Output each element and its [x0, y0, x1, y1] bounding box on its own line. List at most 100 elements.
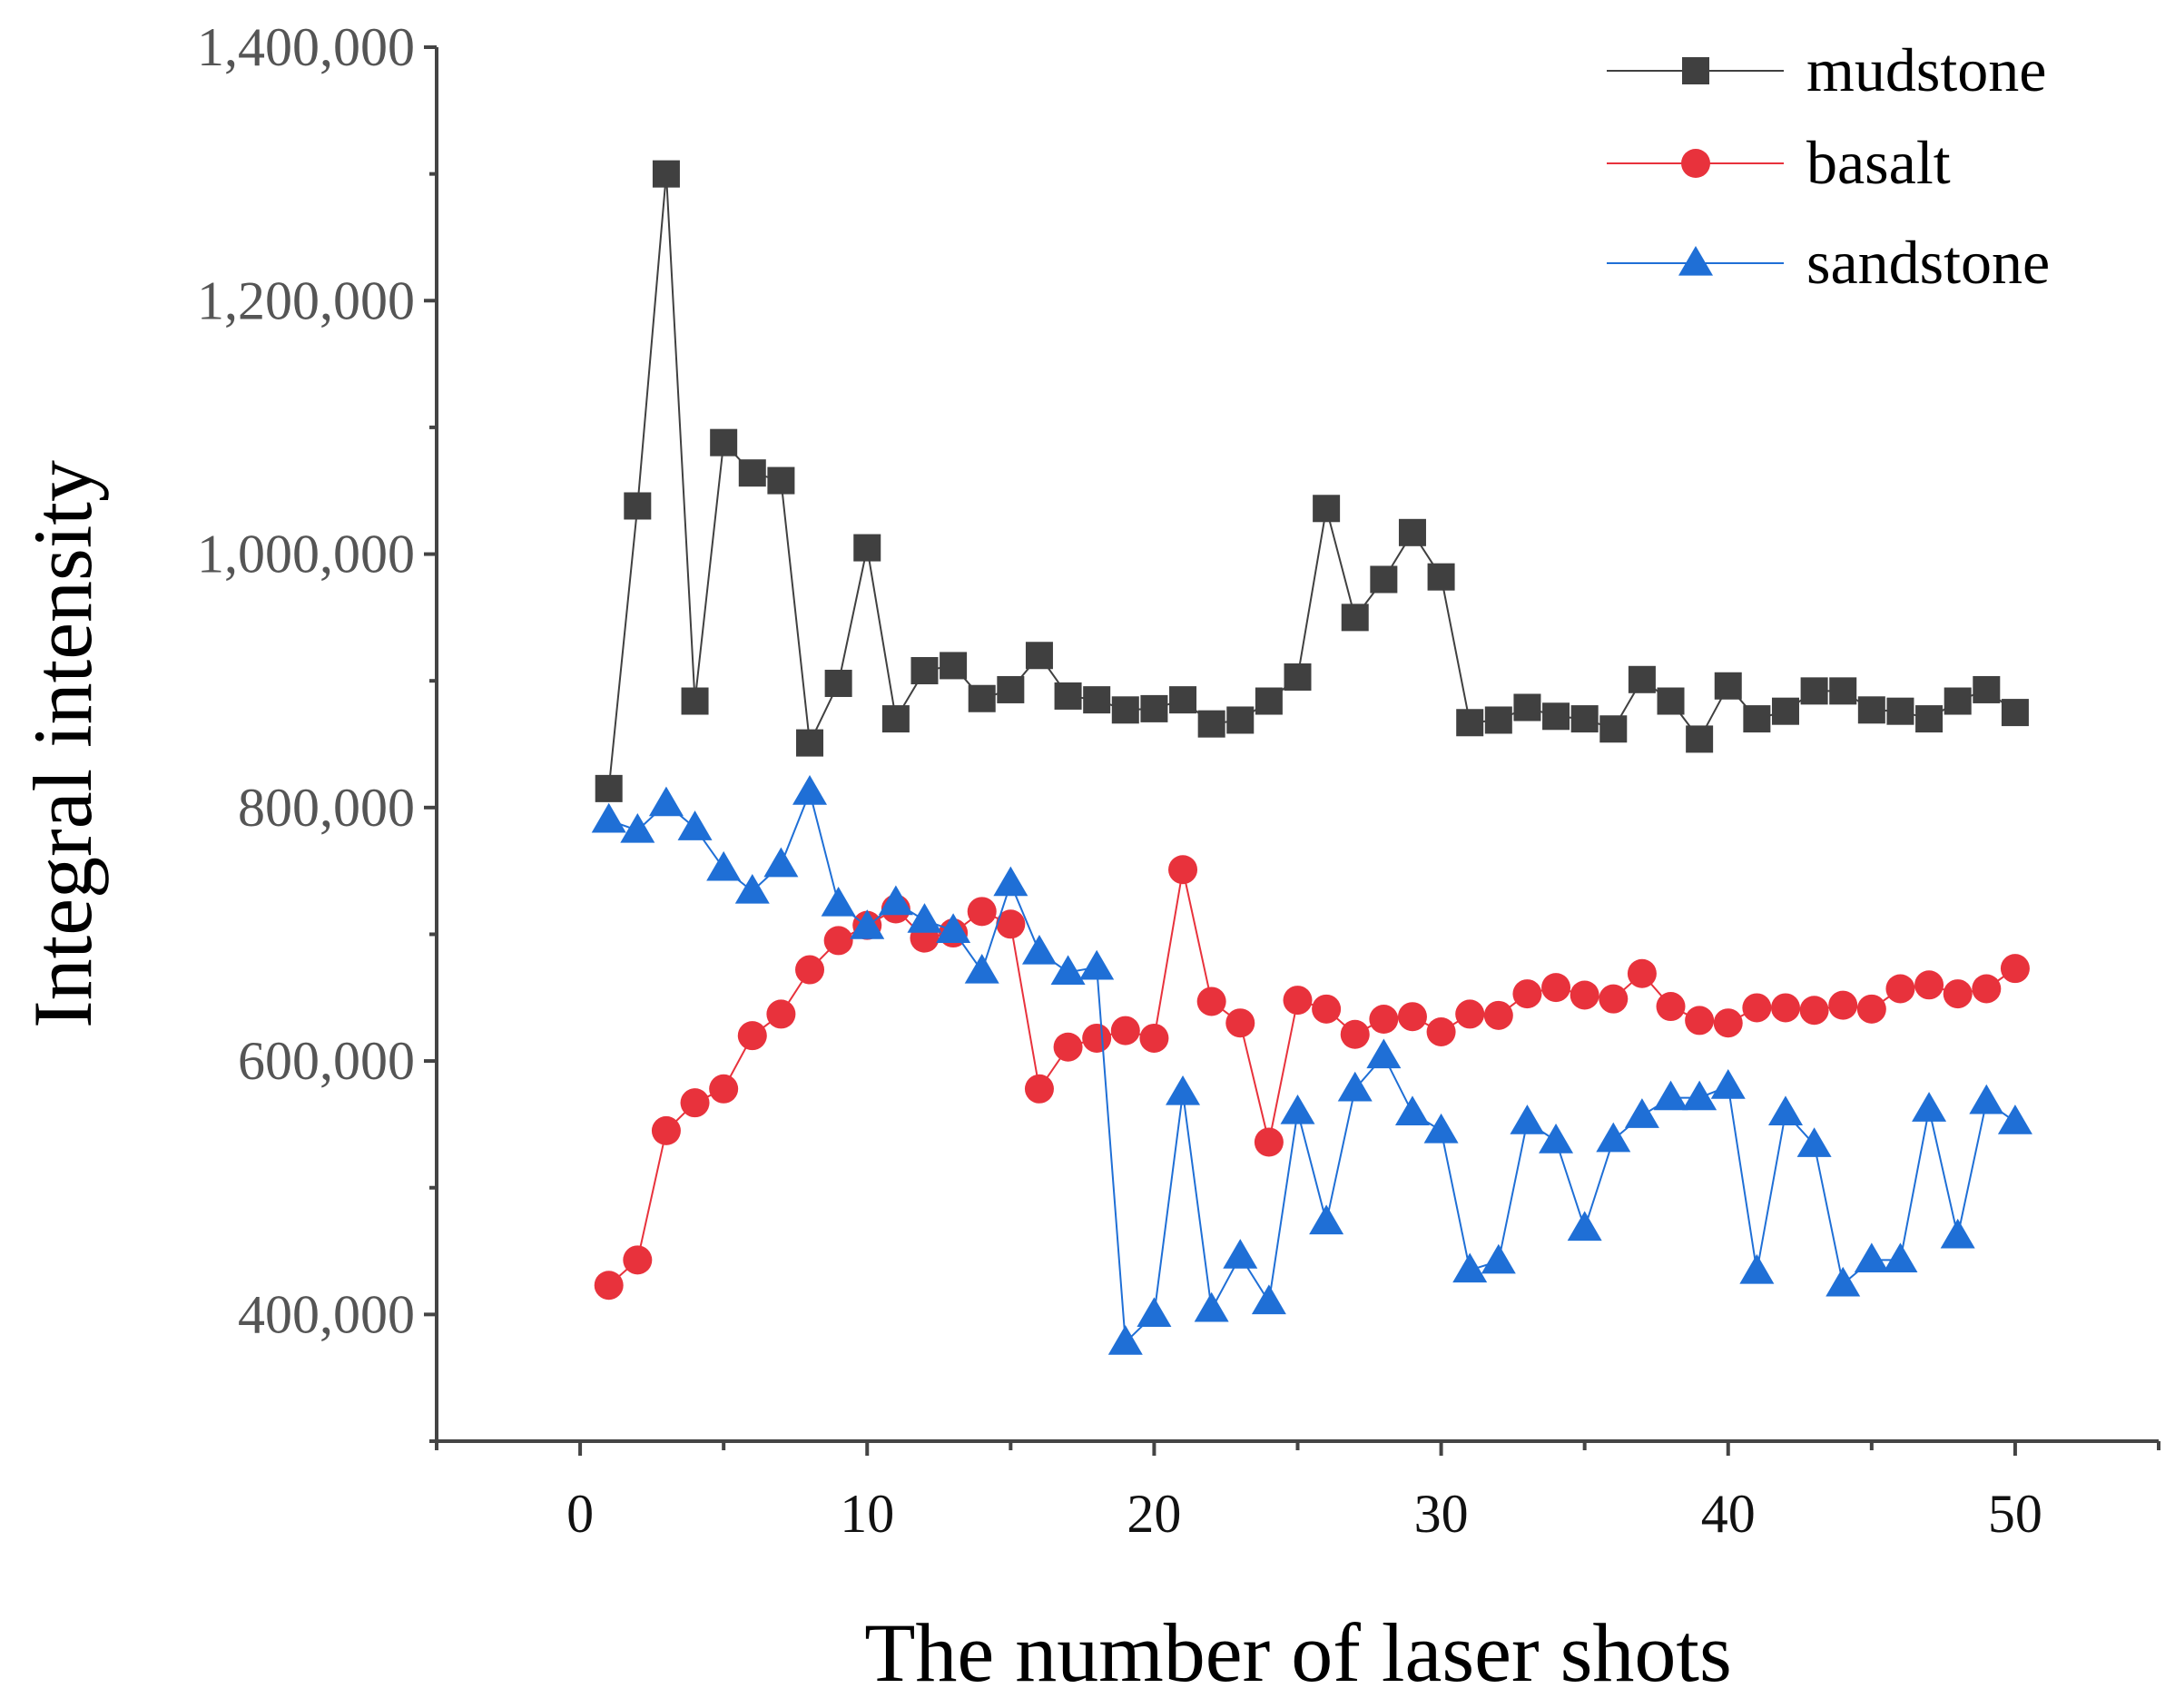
sandstone-point	[1624, 1098, 1659, 1128]
basalt-point	[1856, 994, 1886, 1024]
mudstone-point	[1427, 563, 1455, 591]
sandstone-point	[1423, 1113, 1459, 1144]
basalt-point	[623, 1245, 653, 1275]
sandstone-point	[1050, 955, 1086, 986]
mudstone-point	[1169, 686, 1197, 714]
mudstone-point	[767, 466, 795, 495]
mudstone-point	[1886, 697, 1914, 725]
sandstone-point	[1481, 1243, 1516, 1274]
mudstone-point	[1915, 705, 1944, 733]
basalt-point	[2000, 954, 2030, 984]
x-tick-label: 20	[1127, 1484, 1181, 1544]
sandstone-point	[1940, 1218, 1975, 1249]
mudstone-point	[1284, 663, 1312, 691]
basalt-point	[1885, 974, 1915, 1004]
mudstone-point	[910, 657, 939, 685]
mudstone-point	[1829, 677, 1857, 705]
basalt-point	[1828, 990, 1858, 1020]
sandstone-point	[1796, 1127, 1832, 1157]
mudstone-point	[1313, 495, 1341, 523]
sandstone-point	[1337, 1071, 1373, 1102]
legend-marker-sandstone	[1678, 246, 1713, 276]
sandstone-point	[620, 812, 655, 843]
mudstone-point	[1542, 702, 1570, 731]
mudstone-point	[1140, 694, 1168, 722]
mudstone-point	[1370, 565, 1398, 594]
mudstone-point	[824, 669, 852, 697]
mudstone-point	[853, 534, 881, 562]
y-axis-title: Integral intensity	[16, 460, 109, 1028]
basalt-point	[680, 1088, 710, 1118]
mudstone-point	[1054, 682, 1082, 710]
basalt-point	[1082, 1023, 1112, 1053]
sandstone-point	[850, 909, 885, 939]
mudstone-point	[1484, 706, 1512, 734]
sandstone-point	[1653, 1080, 1688, 1111]
sandstone-point	[763, 847, 799, 878]
mudstone-point	[1513, 693, 1541, 721]
x-tick-label: 50	[1988, 1484, 2042, 1544]
sandstone-point	[1854, 1242, 1889, 1272]
mudstone-point	[1857, 696, 1885, 724]
mudstone-point	[1771, 697, 1799, 725]
legend-label-sandstone: sandstone	[1806, 228, 2050, 297]
basalt-point	[594, 1271, 624, 1301]
mudstone-point	[2001, 699, 2029, 727]
basalt-point	[1455, 999, 1485, 1029]
y-tick-label: 400,000	[238, 1284, 415, 1344]
sandstone-point	[1452, 1252, 1488, 1283]
basalt-point	[1656, 992, 1686, 1022]
mudstone-point	[1944, 687, 1972, 715]
basalt-point	[1570, 980, 1599, 1010]
mudstone-point	[1341, 604, 1369, 632]
y-tick-label: 800,000	[238, 778, 415, 838]
x-tick-label: 30	[1414, 1484, 1469, 1544]
mudstone-point	[1599, 715, 1628, 743]
sandstone-point	[1510, 1104, 1545, 1134]
basalt-point	[766, 999, 796, 1029]
sandstone-point	[706, 850, 742, 881]
y-tick-label: 600,000	[238, 1031, 415, 1091]
sandstone-point	[936, 913, 971, 943]
mudstone-point	[940, 652, 968, 680]
series-line-sandstone	[608, 789, 2016, 1345]
basalt-point	[737, 1021, 767, 1051]
mudstone-point	[1657, 687, 1685, 715]
basalt-point	[1627, 958, 1657, 988]
mudstone-point	[968, 684, 996, 712]
mudstone-point	[1570, 705, 1599, 733]
sandstone-point	[1739, 1253, 1775, 1284]
sandstone-point	[1539, 1124, 1574, 1153]
mudstone-point	[624, 492, 652, 520]
series-mudstone	[595, 160, 2029, 802]
x-tick-label: 40	[1701, 1484, 1756, 1544]
legend: mudstone basalt sandstone	[1607, 35, 2050, 297]
sandstone-point	[591, 802, 626, 833]
basalt-point	[651, 1115, 681, 1145]
sandstone-point	[648, 786, 684, 817]
sandstone-point	[1567, 1211, 1602, 1242]
sandstone-point	[993, 866, 1028, 897]
mudstone-point	[1686, 725, 1714, 753]
mudstone-point	[1197, 710, 1225, 738]
sandstone-point	[1194, 1291, 1229, 1322]
basalt-point	[1799, 996, 1829, 1026]
sandstone-point	[1596, 1122, 1631, 1153]
basalt-point	[1340, 1019, 1370, 1049]
basalt-point	[1196, 987, 1226, 1016]
sandstone-point	[677, 810, 713, 840]
y-ticks-group: 400,000 600,000 800,000 1,000,000 1,200,000 1…	[197, 17, 437, 1443]
sandstone-point	[1079, 949, 1115, 980]
sandstone-point	[792, 775, 828, 805]
mudstone-point	[710, 428, 738, 456]
basalt-point	[1225, 1008, 1255, 1038]
mudstone-point	[1111, 696, 1139, 724]
mudstone-point	[595, 774, 623, 802]
sandstone-point	[1912, 1092, 1947, 1122]
mudstone-point	[997, 675, 1025, 703]
basalt-point	[1713, 1008, 1743, 1038]
basalt-point	[1053, 1032, 1083, 1062]
mudstone-point	[1255, 687, 1283, 715]
